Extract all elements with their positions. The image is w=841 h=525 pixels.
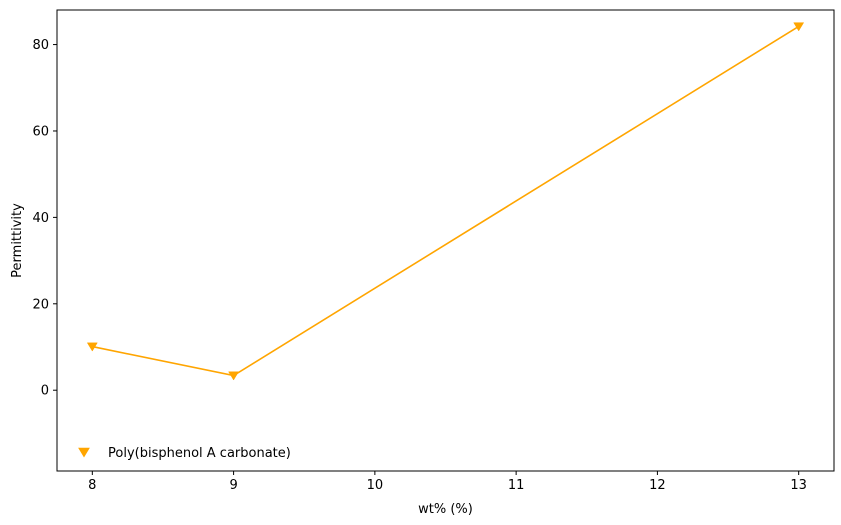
x-tick-label: 9: [229, 478, 237, 493]
x-tick-label: 12: [649, 478, 666, 493]
x-tick-label: 10: [367, 478, 384, 493]
x-tick-label: 11: [508, 478, 525, 493]
x-axis-label: wt% (%): [418, 502, 473, 517]
y-tick-label: 60: [32, 124, 49, 139]
x-tick-label: 8: [88, 478, 96, 493]
y-axis-label: Permittivity: [10, 203, 25, 278]
plot-area: [86, 22, 805, 381]
data-point: [793, 22, 805, 32]
y-tick-label: 20: [32, 297, 49, 312]
plot-frame: [56, 9, 835, 472]
data-point: [86, 342, 98, 352]
y-axis-ticks: 0 20 40 60 80: [32, 38, 57, 399]
y-tick-label: 40: [32, 211, 49, 226]
x-axis-ticks: 8 9 10 11 12 13: [88, 471, 807, 493]
legend-label: Poly(bisphenol A carbonate): [108, 446, 291, 461]
y-tick-label: 80: [32, 38, 49, 53]
y-tick-label: 0: [41, 384, 49, 399]
legend-marker: [78, 447, 90, 458]
x-tick-label: 13: [790, 478, 807, 493]
data-point: [228, 371, 240, 381]
legend: Poly(bisphenol A carbonate): [78, 446, 291, 461]
